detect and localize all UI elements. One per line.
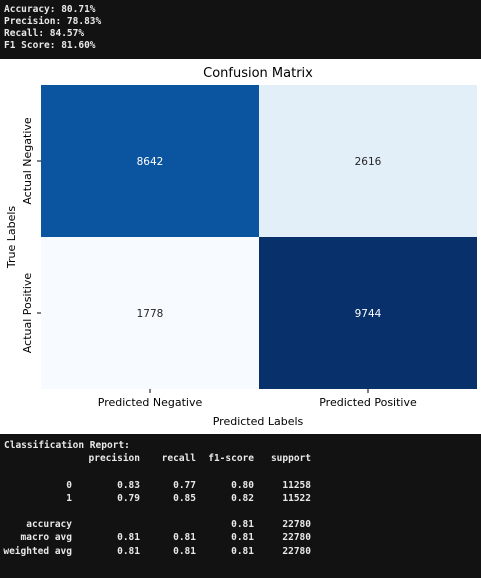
confusion-matrix-svg: Confusion Matrix 8642 2616 1778 9744 Predicte… xyxy=(5,66,477,428)
y-axis-label: True Labels xyxy=(5,206,18,270)
report-summary-row: accuracy 0.81 22780 xyxy=(4,518,481,531)
f1-score-line: F1 Score: 81.60% xyxy=(4,40,96,51)
report-value-cell: 0.80 xyxy=(231,479,254,491)
heatmap-cell xyxy=(41,85,259,237)
report-value-cell: 0.81 xyxy=(173,545,196,557)
report-value-cell: 0.81 xyxy=(231,545,254,557)
x-tick-label: Predicted Positive xyxy=(319,396,417,409)
report-value-cell: 0.79 xyxy=(117,492,140,504)
heatmap-cell xyxy=(41,237,259,389)
report-summary-row: macro avg 0.81 0.81 0.81 22780 xyxy=(4,531,481,544)
recall-line: Recall: 84.57% xyxy=(4,28,85,39)
precision-line: Precision: 78.83% xyxy=(4,16,102,27)
accuracy-line: Accuracy: 80.71% xyxy=(4,4,96,15)
report-value-cell: 22780 xyxy=(282,545,311,557)
report-title: Classification Report: xyxy=(4,439,481,452)
report-summary-row: weighted avg 0.81 0.81 0.81 22780 xyxy=(3,545,481,558)
report-value-cell: 0.81 xyxy=(117,532,140,544)
confusion-matrix-chart: Confusion Matrix 8642 2616 1778 9744 Predicte… xyxy=(0,59,481,434)
report-value-cell: 22780 xyxy=(282,519,311,531)
report-value-cell: 0.81 xyxy=(231,532,254,544)
report-value-cell: 22780 xyxy=(282,532,311,544)
report-row-label: 1 xyxy=(66,492,72,504)
classification-report: Classification Report: precision recall f1-… xyxy=(0,434,481,578)
report-row-label: accuracy xyxy=(26,519,72,531)
report-row-label: 0 xyxy=(66,479,72,491)
cell-value-label: 2616 xyxy=(355,156,382,168)
report-row-label: macro avg xyxy=(20,532,72,544)
cell-value-label: 1778 xyxy=(137,308,164,320)
report-value-cell: 0.82 xyxy=(231,492,254,504)
y-tick-label: Actual Negative xyxy=(21,117,34,205)
chart-title: Confusion Matrix xyxy=(203,66,313,81)
report-class-row: 0 0.83 0.77 0.80 11258 xyxy=(4,479,481,492)
report-value-cell: 0.81 xyxy=(117,545,140,557)
cell-value-label: 8642 xyxy=(137,156,164,168)
report-header-cell: recall xyxy=(161,453,196,465)
report-value-cell: 0.81 xyxy=(231,519,254,531)
report-value-cell: 0.85 xyxy=(173,492,196,504)
report-value-cell: 11522 xyxy=(282,492,311,504)
report-blank-row xyxy=(4,505,481,518)
report-header-cell: precision xyxy=(88,453,140,465)
x-tick-label: Predicted Negative xyxy=(98,396,203,409)
report-value-cell: 0.83 xyxy=(117,479,140,491)
report-blank-row xyxy=(4,465,481,478)
heatmap-cell xyxy=(259,237,477,389)
report-header-cell: f1-score xyxy=(208,453,254,465)
report-header-row: precision recall f1-score support xyxy=(4,452,481,465)
heatmap-cell xyxy=(259,85,477,237)
y-tick-label: Actual Positive xyxy=(21,273,34,354)
report-value-cell: 0.77 xyxy=(173,479,196,491)
report-header-cell: support xyxy=(270,453,311,465)
report-value-cell: 0.81 xyxy=(173,532,196,544)
cell-value-label: 9744 xyxy=(355,308,382,320)
report-row-label: weighted avg xyxy=(3,545,72,557)
x-axis-label: Predicted Labels xyxy=(213,415,304,428)
report-value-cell: 11258 xyxy=(282,479,311,491)
metrics-output: Accuracy: 80.71% Precision: 78.83% Recal… xyxy=(0,0,481,59)
report-title-text: Classification Report: xyxy=(4,440,130,451)
report-class-row: 1 0.79 0.85 0.82 11522 xyxy=(4,492,481,505)
